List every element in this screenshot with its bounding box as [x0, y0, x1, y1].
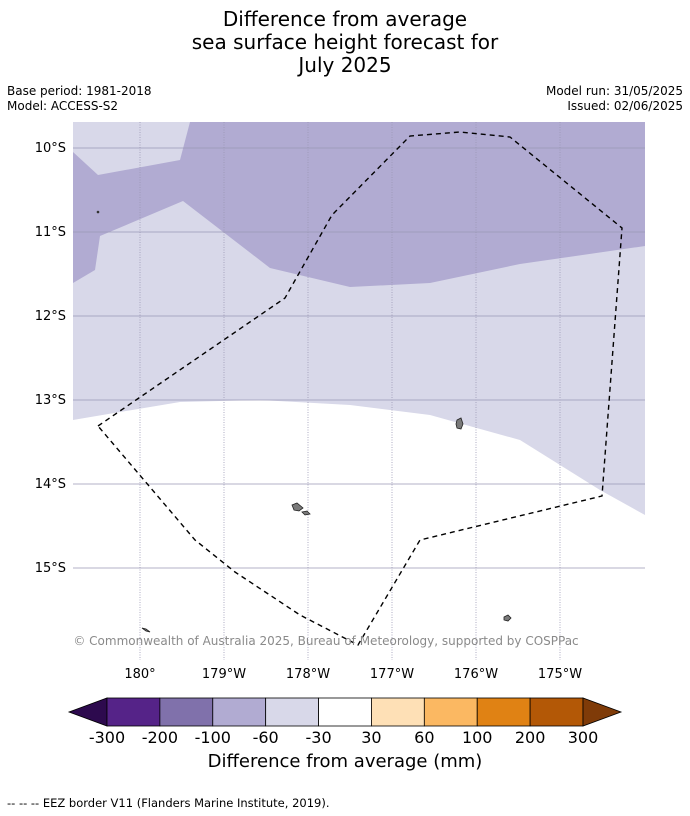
longitude-gridlines	[139, 122, 561, 660]
colorbar-segment	[476, 697, 531, 727]
band-lavender	[73, 122, 645, 287]
map-area: © Commonwealth of Australia 2025, Bureau…	[73, 122, 645, 660]
lon-label-179w: 179°W	[202, 667, 246, 682]
island-futuna	[291, 502, 304, 512]
copyright-note: © Commonwealth of Australia 2025, Bureau…	[73, 634, 578, 648]
island-islet-north	[96, 210, 100, 214]
colorbar-extend-low	[67, 697, 108, 727]
colorbar-tick-label: -60	[253, 728, 279, 747]
longitude-labels: 180° 179°W 178°W 177°W 176°W 175°W	[124, 667, 582, 682]
lat-label-10s: 10°S	[35, 141, 66, 156]
model-name: Model: ACCESS-S2	[7, 99, 119, 113]
island-wallis	[455, 417, 464, 430]
colorbar-title: Difference from average (mm)	[207, 751, 483, 772]
colorbar-segment	[212, 697, 267, 727]
colorbar-tick-label: -300	[89, 728, 125, 747]
colorbar-segment	[265, 697, 319, 727]
colorbar-segment	[529, 697, 584, 727]
colorbar-extend-high	[582, 697, 623, 727]
lon-label-178w: 178°W	[286, 667, 330, 682]
colorbar-tick-label: -200	[142, 728, 178, 747]
colorbar-tick-label: 300	[568, 728, 599, 747]
colorbar-segment	[371, 697, 425, 727]
colorbar-segment	[423, 697, 478, 727]
colorbar-tick-label: 60	[414, 728, 434, 747]
base-period: Base period: 1981-2018	[7, 84, 152, 98]
lon-label-177w: 177°W	[370, 667, 414, 682]
colorbar: -300 -200 -100 -60 -30 30 60 100 200 300	[67, 697, 623, 747]
latitude-gridlines	[73, 147, 645, 569]
colorbar-tick-label: 200	[515, 728, 546, 747]
meta-left: Base period: 1981-2018 Model: ACCESS-S2	[7, 84, 152, 114]
colorbar-tick-label: 100	[462, 728, 493, 747]
title-line-2: sea surface height forecast for	[191, 30, 499, 54]
lat-label-15s: 15°S	[35, 561, 66, 576]
meta-right: Model run: 31/05/2025 Issued: 02/06/2025	[546, 84, 683, 114]
colorbar-segment	[106, 697, 161, 727]
colorbar-tick-label: 30	[361, 728, 381, 747]
island-alofi	[301, 510, 311, 516]
colorbar-segment	[159, 697, 214, 727]
island-niuafoou	[503, 614, 512, 622]
latitude-labels: 10°S 11°S 12°S 13°S 14°S 15°S	[35, 141, 66, 576]
title-line-1: Difference from average	[222, 7, 468, 31]
lat-label-14s: 14°S	[35, 477, 66, 492]
colorbar-segment	[318, 697, 372, 727]
issued-date: Issued: 02/06/2025	[567, 99, 683, 113]
colorbar-tick-label: -100	[195, 728, 231, 747]
islands	[96, 210, 512, 633]
lat-label-12s: 12°S	[35, 309, 66, 324]
title-line-3: July 2025	[298, 53, 392, 77]
lon-label-175w: 175°W	[538, 667, 582, 682]
lon-label-180: 180°	[124, 667, 155, 682]
colorbar-tick-label: -30	[305, 728, 331, 747]
chart-title: Difference from average sea surface heig…	[0, 8, 690, 77]
eez-footnote: -- -- -- EEZ border V11 (Flanders Marine…	[7, 796, 330, 810]
lat-label-13s: 13°S	[35, 393, 66, 408]
model-run: Model run: 31/05/2025	[545, 84, 683, 98]
lon-label-176w: 176°W	[454, 667, 498, 682]
eez-border	[96, 131, 623, 646]
lat-label-11s: 11°S	[35, 225, 66, 240]
island-islet-west	[141, 627, 151, 633]
